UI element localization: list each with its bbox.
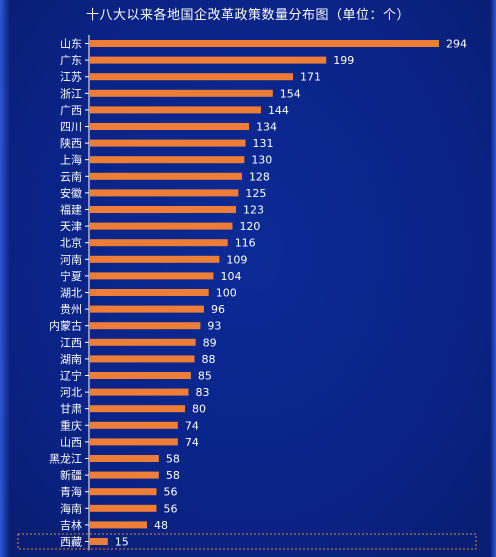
category-label: 黑龙江: [49, 453, 82, 466]
category-label: 甘肃: [60, 403, 82, 416]
left-edge-glow: [0, 0, 10, 557]
value-label: 80: [192, 403, 206, 416]
bar: [90, 89, 273, 97]
value-label: 130: [251, 154, 272, 167]
value-label: 100: [216, 287, 237, 300]
bar: [90, 538, 108, 545]
category-label: 天津: [60, 220, 82, 233]
value-label: 128: [249, 170, 270, 183]
value-label: 134: [256, 121, 277, 134]
bar: [90, 388, 189, 396]
category-label: 陕西: [60, 136, 82, 150]
bar: [90, 156, 245, 164]
category-label: 内蒙古: [49, 319, 82, 333]
value-label: 154: [280, 87, 301, 100]
value-label: 56: [163, 486, 177, 499]
bar: [90, 405, 185, 413]
category-label: 西藏: [60, 536, 82, 549]
bar: [90, 289, 209, 296]
bar: [90, 305, 204, 313]
category-label: 四川: [60, 121, 82, 134]
value-label: 199: [333, 54, 354, 67]
bar: [90, 189, 239, 197]
bar: [90, 521, 147, 529]
bar: [90, 123, 250, 130]
value-label: 58: [166, 453, 180, 466]
value-label: 56: [163, 502, 177, 515]
bar: [90, 40, 439, 47]
bar: [90, 488, 157, 496]
category-label: 上海: [60, 153, 82, 167]
value-label: 120: [239, 220, 260, 233]
category-label: 广东: [60, 54, 82, 67]
category-label: 重庆: [60, 418, 82, 432]
value-label: 144: [268, 104, 289, 117]
category-label: 福建: [60, 203, 82, 217]
bar: [90, 56, 327, 64]
category-label: 新疆: [60, 468, 82, 482]
value-label: 83: [196, 386, 210, 399]
value-label: 116: [235, 237, 256, 250]
bar: [90, 438, 178, 446]
bar: [90, 222, 233, 230]
value-label: 58: [166, 469, 180, 482]
highlight-box: [17, 533, 477, 550]
value-label: 123: [243, 204, 264, 217]
category-label: 北京: [60, 236, 82, 250]
bar: [90, 355, 195, 363]
value-label: 74: [185, 436, 199, 449]
category-label: 山西: [60, 436, 82, 449]
category-label: 辽宁: [60, 369, 82, 383]
bar: [90, 471, 159, 479]
value-label: 96: [211, 303, 225, 316]
value-label: 89: [203, 336, 217, 349]
category-label: 江西: [60, 336, 82, 349]
bar: [90, 172, 242, 180]
bar: [90, 73, 293, 81]
value-label: 294: [446, 38, 467, 51]
right-edge-glow: [490, 0, 496, 557]
category-label: 吉林: [60, 518, 82, 532]
bar: [90, 372, 191, 379]
value-label: 48: [154, 519, 168, 532]
value-label: 131: [253, 137, 274, 150]
bar: [90, 338, 196, 346]
bar: [90, 139, 246, 147]
bar: [90, 239, 228, 247]
bar: [90, 106, 261, 114]
category-label: 浙江: [60, 87, 82, 100]
category-label: 山东: [60, 38, 82, 51]
category-label: 云南: [60, 170, 82, 183]
category-label: 青海: [60, 485, 82, 499]
category-label: 河北: [60, 386, 82, 399]
bar: [90, 504, 157, 512]
category-label: 海南: [60, 501, 82, 515]
value-label: 125: [245, 187, 266, 200]
category-label: 广西: [60, 104, 82, 117]
category-label: 贵州: [60, 303, 82, 316]
category-label: 河南: [60, 253, 82, 266]
category-label: 江苏: [60, 71, 82, 84]
value-label: 85: [198, 370, 212, 383]
value-label: 109: [226, 253, 247, 266]
bar: [90, 206, 237, 213]
value-label: 104: [220, 270, 241, 283]
bar: [90, 255, 220, 263]
bar: [90, 455, 159, 462]
bar: [90, 421, 178, 429]
value-label: 15: [115, 536, 129, 549]
category-label: 湖北: [60, 287, 82, 300]
category-label: 湖南: [60, 353, 82, 366]
bar: [90, 272, 214, 280]
chart-title: 十八大以来各地国企改革政策数量分布图（单位：个）: [85, 8, 410, 23]
value-label: 74: [185, 419, 199, 432]
category-label: 宁夏: [60, 269, 82, 283]
value-label: 171: [300, 71, 321, 84]
category-label: 安徽: [60, 186, 82, 200]
bar: [90, 322, 201, 330]
value-label: 88: [201, 353, 215, 366]
value-label: 93: [207, 320, 221, 333]
